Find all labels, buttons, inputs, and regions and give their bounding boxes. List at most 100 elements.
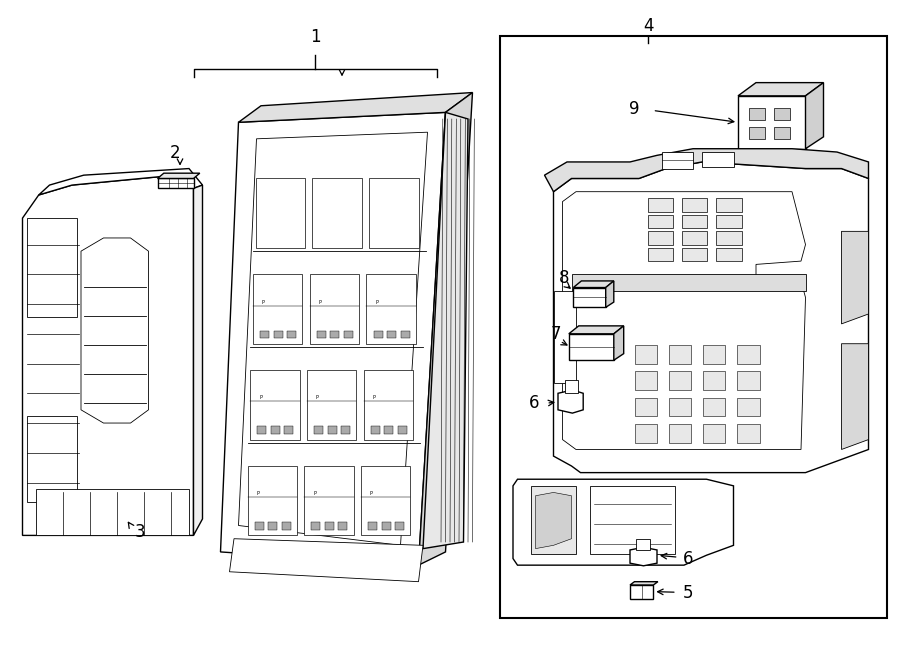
Bar (716, 198, 742, 212)
Polygon shape (569, 326, 624, 334)
Text: P: P (262, 299, 265, 305)
Polygon shape (531, 486, 576, 554)
Bar (395, 522, 404, 530)
Polygon shape (544, 149, 868, 192)
Bar (703, 398, 725, 416)
Bar (682, 198, 707, 212)
Bar (682, 248, 707, 261)
Bar (634, 398, 657, 416)
Bar (648, 215, 673, 228)
Polygon shape (256, 178, 305, 248)
Polygon shape (738, 96, 806, 149)
Text: 1: 1 (310, 28, 320, 46)
Polygon shape (630, 547, 657, 566)
Polygon shape (238, 132, 428, 545)
Polygon shape (364, 370, 413, 440)
Bar (344, 330, 353, 338)
Bar (311, 522, 320, 530)
Polygon shape (738, 83, 824, 96)
Polygon shape (630, 582, 658, 585)
Polygon shape (39, 169, 202, 195)
Polygon shape (842, 344, 868, 449)
Bar (634, 345, 657, 364)
Bar (257, 426, 266, 434)
Text: P: P (316, 395, 319, 401)
Polygon shape (312, 178, 362, 248)
Polygon shape (842, 231, 868, 324)
Text: 8: 8 (559, 268, 570, 287)
Polygon shape (536, 492, 572, 549)
Bar (387, 330, 396, 338)
Polygon shape (369, 178, 419, 248)
Bar (716, 248, 742, 261)
Polygon shape (194, 185, 202, 535)
Bar (398, 426, 407, 434)
Bar (774, 108, 790, 120)
Polygon shape (310, 274, 359, 344)
Polygon shape (366, 274, 416, 344)
Polygon shape (81, 238, 148, 423)
Bar (682, 215, 707, 228)
Bar (314, 426, 323, 434)
Bar (774, 127, 790, 139)
Bar (328, 426, 337, 434)
Bar (274, 330, 283, 338)
Polygon shape (614, 326, 624, 360)
Polygon shape (307, 370, 356, 440)
Bar (282, 522, 291, 530)
Polygon shape (513, 479, 734, 565)
Polygon shape (554, 162, 868, 473)
Bar (703, 345, 725, 364)
Polygon shape (22, 175, 194, 535)
Text: P: P (370, 491, 373, 496)
Polygon shape (423, 112, 468, 549)
Text: 2: 2 (170, 144, 181, 163)
Bar (371, 426, 380, 434)
Polygon shape (569, 334, 614, 360)
Bar (325, 522, 334, 530)
Polygon shape (250, 370, 300, 440)
Polygon shape (158, 178, 194, 188)
Polygon shape (36, 489, 189, 535)
Polygon shape (304, 466, 354, 535)
Bar (382, 522, 391, 530)
Bar (737, 398, 760, 416)
Text: P: P (373, 395, 375, 401)
Text: P: P (313, 491, 316, 496)
Bar (669, 424, 691, 443)
Bar (669, 371, 691, 390)
Polygon shape (590, 486, 675, 554)
Bar (703, 371, 725, 390)
Bar (716, 215, 742, 228)
Polygon shape (238, 93, 472, 122)
Text: P: P (319, 299, 321, 305)
Text: 6: 6 (528, 394, 539, 412)
Polygon shape (230, 539, 423, 582)
Polygon shape (565, 380, 578, 393)
Bar (341, 426, 350, 434)
Bar (737, 424, 760, 443)
Text: P: P (256, 491, 259, 496)
Bar (682, 231, 707, 245)
Bar (338, 522, 347, 530)
Polygon shape (253, 274, 302, 344)
Bar (634, 424, 657, 443)
Polygon shape (636, 539, 650, 550)
Bar (703, 424, 725, 443)
Polygon shape (662, 152, 693, 169)
Bar (330, 330, 339, 338)
Polygon shape (806, 83, 824, 149)
Bar (400, 330, 410, 338)
Bar (737, 345, 760, 364)
Bar (374, 330, 382, 338)
Polygon shape (554, 291, 576, 383)
Polygon shape (573, 281, 614, 288)
Polygon shape (562, 192, 806, 449)
Polygon shape (572, 274, 806, 291)
Bar (284, 426, 293, 434)
Text: P: P (259, 395, 262, 401)
Bar (648, 248, 673, 261)
Bar (648, 198, 673, 212)
Polygon shape (573, 288, 606, 307)
Bar (669, 398, 691, 416)
